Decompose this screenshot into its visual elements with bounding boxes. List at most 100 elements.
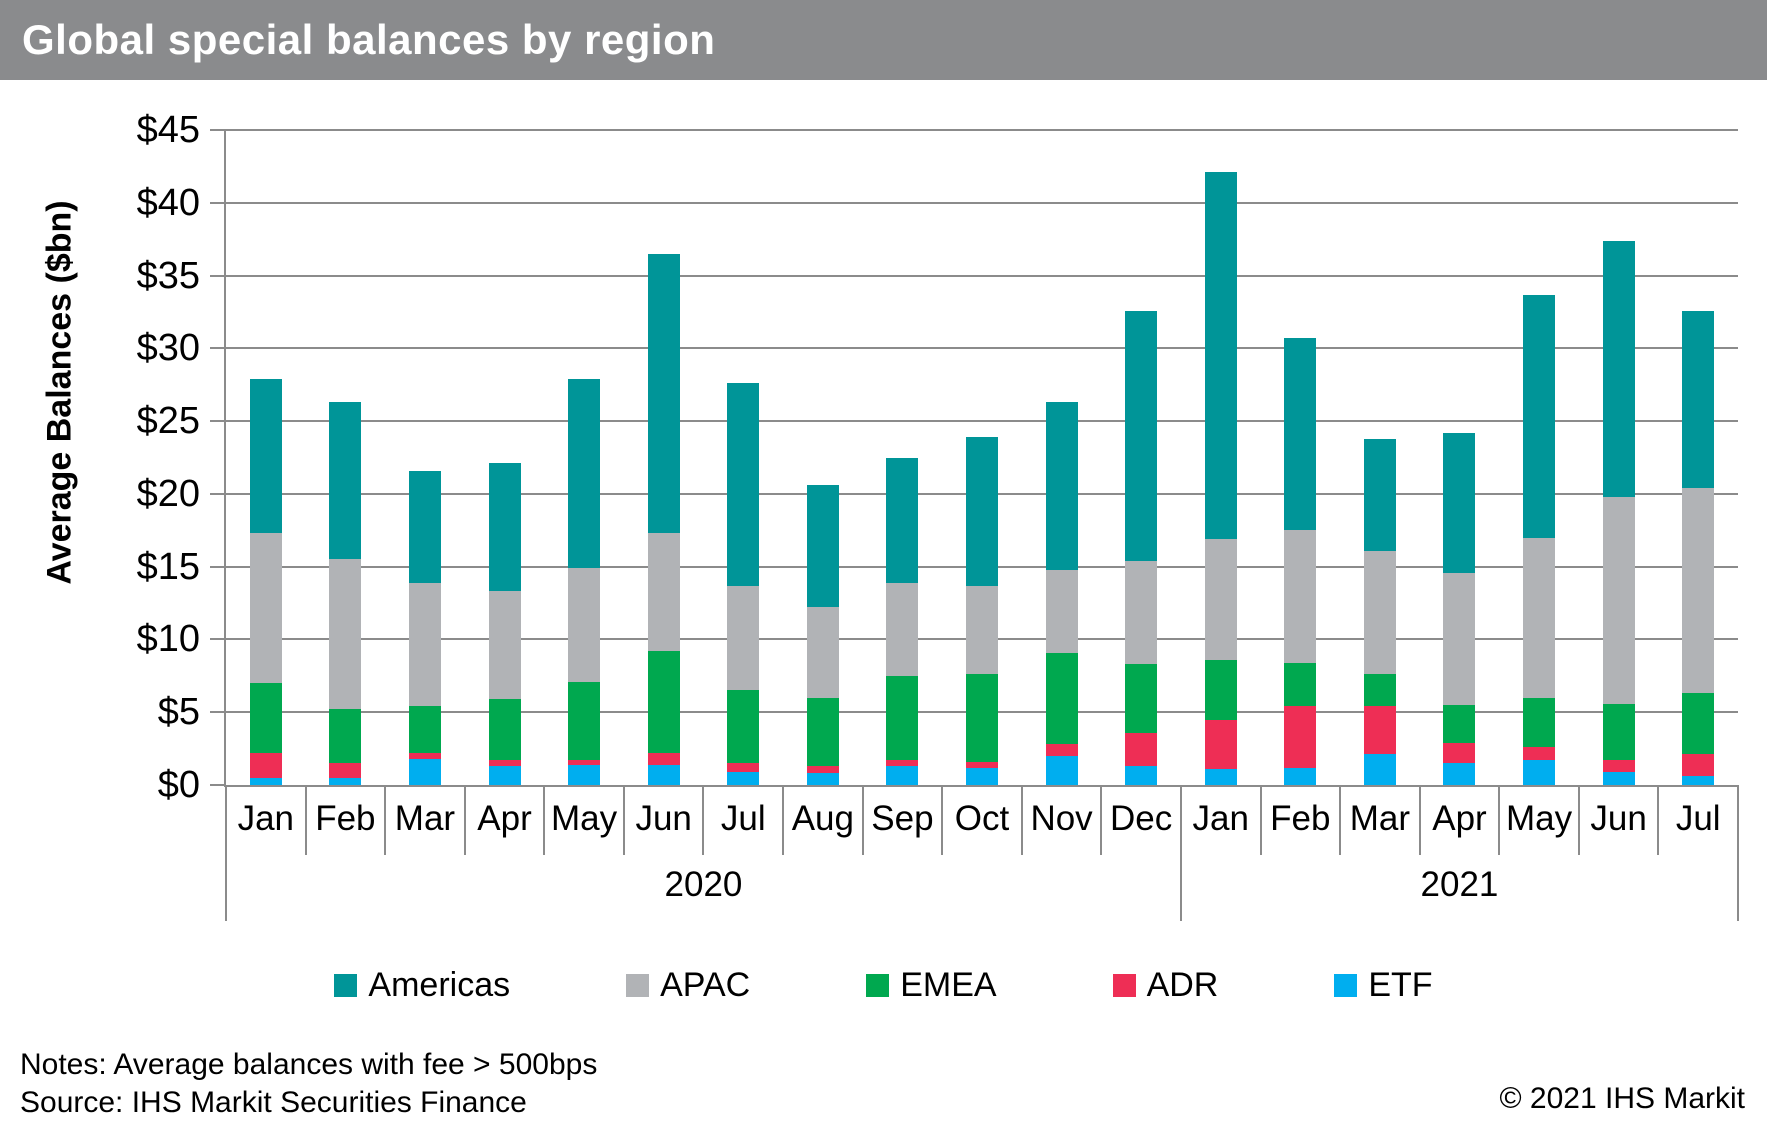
bar-segment-emea	[1443, 704, 1476, 743]
bar-cell-oct-2020	[942, 130, 1022, 785]
stacked-bar	[568, 378, 601, 785]
bar-segment-emea	[727, 690, 760, 764]
legend-label: EMEA	[900, 966, 997, 1004]
bar-segment-americas	[249, 378, 282, 534]
bar-segment-americas	[1602, 240, 1635, 497]
bar-segment-adr	[1523, 747, 1556, 761]
month-label: Aug	[791, 799, 854, 838]
bar-segment-adr	[1363, 706, 1396, 755]
legend-item-americas: Americas	[334, 968, 510, 1002]
month-separator	[782, 785, 785, 855]
bar-segment-adr	[408, 753, 441, 759]
bar-segment-adr	[329, 763, 362, 778]
bar-segment-etf	[1523, 760, 1556, 785]
bar-cell-nov-2020	[1022, 130, 1102, 785]
month-separator	[1100, 785, 1103, 855]
bar-segment-americas	[1443, 432, 1476, 573]
month-separator	[622, 785, 625, 855]
bar-cell-sep-2020	[863, 130, 943, 785]
month-separator	[1020, 785, 1023, 855]
month-label: May	[1505, 799, 1573, 838]
stacked-bar	[1204, 172, 1237, 785]
month-separator	[463, 785, 466, 855]
bar-segment-etf	[1284, 767, 1317, 785]
bar-segment-apac	[408, 582, 441, 707]
bar-segment-americas	[647, 253, 680, 534]
bar-segment-adr	[647, 752, 680, 765]
stacked-bar	[647, 253, 680, 785]
month-separator	[1179, 785, 1182, 855]
bar-cell-may-2020	[544, 130, 624, 785]
bar-segment-americas	[1125, 310, 1158, 561]
bar-segment-americas	[329, 402, 362, 560]
stacked-bar	[1443, 432, 1476, 785]
bar-cell-may-2021	[1499, 130, 1579, 785]
month-separator	[861, 785, 864, 855]
month-label: Jun	[1590, 799, 1647, 838]
legend-swatch-etf	[1334, 973, 1358, 997]
month-separator	[702, 785, 705, 855]
month-label: Apr	[477, 799, 532, 838]
stacked-bar	[1682, 310, 1715, 785]
bar-cell-apr-2020	[465, 130, 545, 785]
legend-item-adr: ADR	[1112, 968, 1218, 1002]
bar-cell-dec-2020	[1101, 130, 1181, 785]
legend-swatch-adr	[1112, 973, 1136, 997]
stacked-bar	[329, 402, 362, 785]
y-axis-tick	[210, 638, 226, 641]
month-separator	[1657, 785, 1660, 855]
bar-segment-apac	[568, 568, 601, 682]
bar-cell-jun-2020	[624, 130, 704, 785]
bar-segment-emea	[806, 697, 839, 767]
bar-cell-jan-2021	[1181, 130, 1261, 785]
gridline-30	[226, 347, 1738, 350]
legend-label: Americas	[368, 966, 511, 1004]
bar-segment-emea	[1363, 674, 1396, 707]
bar-segment-adr	[488, 760, 521, 767]
stacked-bar	[408, 470, 441, 785]
bar-segment-apac	[806, 607, 839, 698]
gridline-25	[226, 420, 1738, 423]
y-tick-label: $5	[157, 691, 200, 734]
y-tick-label: $10	[136, 618, 200, 661]
x-axis-baseline	[226, 785, 1738, 787]
y-axis-tick	[210, 711, 226, 714]
bar-segment-etf	[1204, 769, 1237, 785]
bar-segment-americas	[806, 485, 839, 608]
bar-cell-mar-2021	[1340, 130, 1420, 785]
bar-segment-emea	[1125, 664, 1158, 733]
year-separator	[1179, 855, 1182, 921]
month-separator	[304, 785, 307, 855]
bar-segment-adr	[727, 763, 760, 772]
bar-segment-apac	[1204, 539, 1237, 660]
bar-cell-jun-2021	[1579, 130, 1659, 785]
bar-segment-etf	[886, 766, 919, 785]
y-axis-tick	[210, 420, 226, 423]
year-separator	[1737, 855, 1739, 921]
bar-segment-adr	[1045, 744, 1078, 756]
month-separator	[1259, 785, 1262, 855]
bar-segment-emea	[1682, 693, 1715, 755]
stacked-bar	[886, 457, 919, 785]
bar-cell-jan-2020	[226, 130, 306, 785]
stacked-bar	[727, 383, 760, 785]
y-axis-tick	[210, 784, 226, 786]
month-label-row: Jan Feb Mar Apr May Jun Jul Aug Sep Oct Nov Dec Jan F…	[225, 785, 1739, 855]
y-axis-tick	[210, 347, 226, 350]
legend-label: ETF	[1368, 966, 1433, 1004]
bar-segment-apac	[1602, 496, 1635, 704]
bar-segment-apac	[329, 559, 362, 710]
stacked-bar	[488, 463, 521, 785]
month-separator	[1577, 785, 1580, 855]
month-label: Jul	[720, 799, 766, 838]
y-axis-tick	[210, 129, 226, 131]
bar-segment-apac	[965, 585, 998, 675]
bar-segment-adr	[249, 753, 282, 778]
bar-segment-apac	[1045, 569, 1078, 653]
month-label: Apr	[1432, 799, 1487, 838]
month-separator	[1418, 785, 1421, 855]
bar-segment-etf	[1682, 776, 1715, 785]
stacked-bar	[1523, 294, 1556, 785]
bar-segment-adr	[886, 760, 919, 767]
year-separator	[225, 855, 227, 921]
